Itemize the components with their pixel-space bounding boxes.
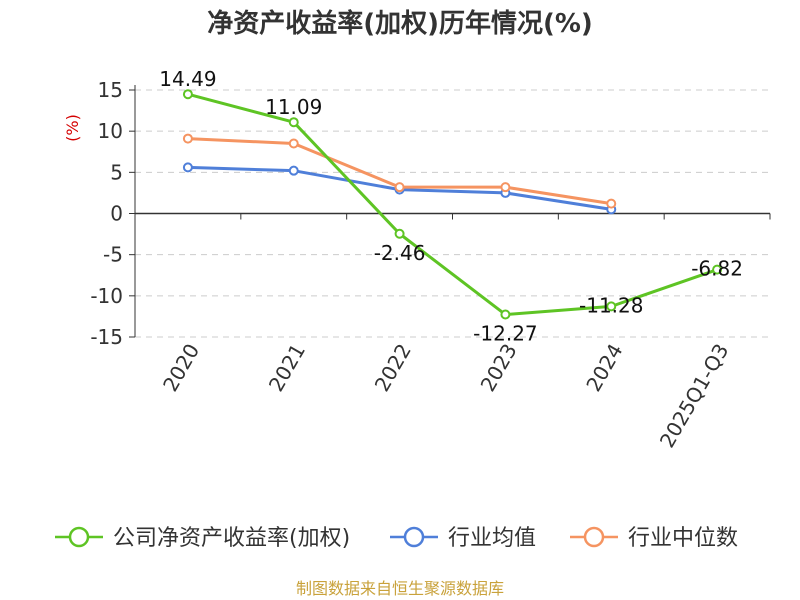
y-tick-label: -15 [90,325,123,349]
data-point [182,89,193,100]
y-tick-label: 15 [98,78,123,102]
data-point [182,133,193,144]
data-point [288,117,299,128]
y-tick-label: 10 [98,119,123,143]
data-point [288,138,299,149]
y-tick-label: 5 [110,160,123,184]
legend-item: 行业中位数 [570,526,738,551]
data-point [606,301,617,312]
x-tick-label: 2024 [581,340,627,396]
data-point [500,309,511,320]
gridlines [135,89,770,338]
data-label: -6.82 [691,257,743,281]
y-tick-label: 0 [110,202,123,226]
data-point [712,264,723,275]
legend: 公司净资产收益率(加权) 行业均值 行业中位数 [55,526,738,551]
legend-label: 行业均值 [448,526,536,551]
data-point [500,182,511,193]
data-point [606,198,617,209]
legend-marker [68,526,90,548]
data-point [394,182,405,193]
y-tick-labels: 15 10 5 0 -5 -10 -15 [90,78,123,349]
source-note: 制图数据来自恒生聚源数据库 [296,579,504,598]
series-lines [182,89,723,320]
axes [129,85,771,338]
legend-item: 行业均值 [390,526,536,551]
x-tick-label: 2022 [370,340,416,396]
x-tick-label: 2025Q1-Q3 [655,340,734,452]
data-label: -12.27 [473,322,537,346]
data-label: 11.09 [265,95,322,119]
y-axis-label: (%) [63,114,82,142]
x-tick-label: 2020 [158,340,204,396]
legend-item: 公司净资产收益率(加权) [55,526,350,551]
y-tick-label: -5 [103,243,123,267]
data-point [288,165,299,176]
x-tick-label: 2023 [476,340,522,396]
chart-title: 净资产收益率(加权)历年情况(%) [207,8,593,39]
legend-label: 行业中位数 [628,526,738,551]
data-point [394,228,405,239]
legend-marker [403,526,425,548]
legend-marker [583,526,605,548]
y-tick-label: -10 [90,284,123,308]
series-line [187,92,718,317]
x-tick-label: 2021 [264,340,310,396]
legend-label: 公司净资产收益率(加权) [113,526,350,551]
x-tick-labels: 2020 2021 2022 2023 2024 2025Q1-Q3 [158,340,733,452]
data-label: -2.46 [374,241,426,265]
data-label: -11.28 [579,293,643,317]
data-labels: 14.49 11.09 -2.46 -12.27 -11.28 -6.82 [159,67,743,345]
data-point [182,162,193,173]
data-label: 14.49 [159,67,216,91]
